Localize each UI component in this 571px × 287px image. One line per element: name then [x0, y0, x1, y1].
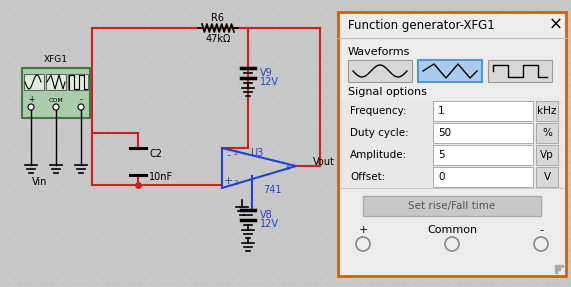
Text: 5: 5 — [438, 150, 445, 160]
Bar — [536, 145, 558, 165]
Text: 6: 6 — [286, 165, 290, 171]
Text: 3: 3 — [234, 180, 238, 186]
Text: XFG1: XFG1 — [44, 55, 68, 64]
Text: -: - — [79, 96, 82, 104]
Text: Duty cycle:: Duty cycle: — [350, 128, 409, 138]
Bar — [418, 60, 482, 82]
Text: Vout: Vout — [313, 157, 335, 167]
Text: U3: U3 — [250, 148, 264, 158]
Text: V: V — [544, 172, 550, 182]
Bar — [433, 167, 533, 187]
Circle shape — [53, 104, 59, 110]
Text: Amplitude:: Amplitude: — [350, 150, 407, 160]
Text: 47kΩ: 47kΩ — [206, 34, 231, 44]
Bar — [24, 74, 44, 90]
Text: COM: COM — [49, 98, 63, 102]
Bar — [22, 68, 90, 118]
Bar — [68, 74, 88, 90]
Text: 741: 741 — [263, 185, 282, 195]
Circle shape — [28, 104, 34, 110]
Circle shape — [78, 104, 84, 110]
Text: V8: V8 — [260, 210, 273, 220]
Text: V9: V9 — [260, 68, 273, 78]
Bar — [348, 60, 412, 82]
Bar — [488, 60, 552, 82]
Text: Offset:: Offset: — [350, 172, 385, 182]
Text: C2: C2 — [149, 149, 162, 159]
Text: 2: 2 — [234, 150, 238, 156]
Bar — [433, 101, 533, 121]
Bar — [536, 167, 558, 187]
Text: %: % — [542, 128, 552, 138]
Text: ×: × — [549, 16, 563, 34]
Bar — [340, 122, 564, 144]
Text: +: + — [359, 225, 368, 235]
Bar — [433, 123, 533, 143]
Text: 0: 0 — [438, 172, 444, 182]
Bar — [340, 144, 564, 166]
Text: 10nF: 10nF — [149, 172, 173, 182]
Bar — [338, 12, 566, 276]
Bar — [46, 74, 66, 90]
Bar — [536, 101, 558, 121]
Text: 1: 1 — [438, 106, 445, 116]
Text: Frequency:: Frequency: — [350, 106, 407, 116]
Text: Common: Common — [427, 225, 477, 235]
Text: +: + — [28, 96, 34, 104]
Bar — [433, 145, 533, 165]
Text: +: + — [223, 176, 233, 186]
Text: 12V: 12V — [260, 77, 279, 87]
Text: Vp: Vp — [540, 150, 554, 160]
Text: Function generator-XFG1: Function generator-XFG1 — [348, 18, 494, 32]
Bar — [536, 123, 558, 143]
Text: R6: R6 — [211, 13, 224, 23]
Text: kHz: kHz — [537, 106, 557, 116]
Text: Set rise/Fall time: Set rise/Fall time — [408, 201, 496, 211]
Bar — [363, 196, 541, 216]
Text: -: - — [539, 225, 543, 235]
Text: Signal options: Signal options — [348, 87, 427, 97]
Bar — [340, 166, 564, 188]
Text: 12V: 12V — [260, 219, 279, 229]
Text: 50: 50 — [438, 128, 451, 138]
Text: Waveforms: Waveforms — [348, 47, 411, 57]
Text: Vin: Vin — [33, 177, 48, 187]
Bar — [340, 100, 564, 122]
Text: -: - — [226, 150, 230, 160]
